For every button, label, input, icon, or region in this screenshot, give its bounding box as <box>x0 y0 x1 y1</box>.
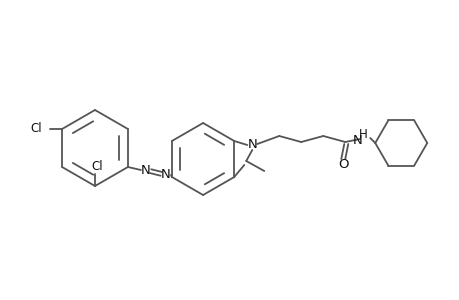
Text: Cl: Cl <box>91 160 103 173</box>
Text: N: N <box>247 139 257 152</box>
Text: O: O <box>337 158 348 170</box>
Text: N: N <box>161 169 170 182</box>
Text: N: N <box>352 134 361 146</box>
Text: H: H <box>358 128 367 140</box>
Text: N: N <box>141 164 151 176</box>
Text: Cl: Cl <box>30 122 42 136</box>
